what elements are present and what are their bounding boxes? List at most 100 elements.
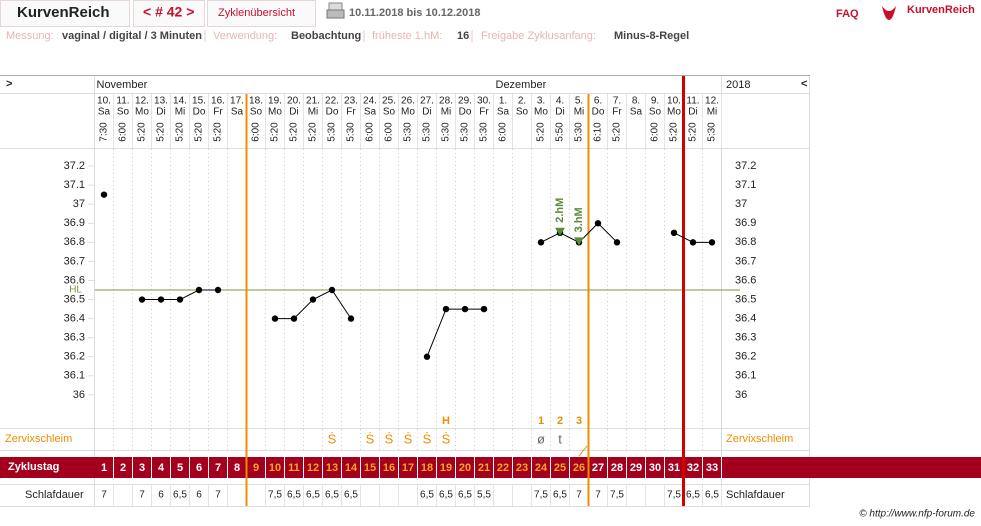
time-label: 5:30: [707, 122, 718, 142]
time-label: 5:20: [270, 122, 281, 142]
time-label: 5:30: [460, 122, 471, 142]
row-label: Zervixschleim: [726, 433, 793, 445]
weekday-label: Di: [156, 107, 165, 118]
faq-link[interactable]: FAQ: [836, 8, 859, 20]
cycle-day: 27: [592, 462, 604, 474]
temperature-point: [480, 305, 488, 313]
y-tick-label: 36.3: [64, 332, 85, 344]
cycle-day: 7: [215, 462, 221, 474]
time-label: 6:00: [384, 122, 395, 142]
cervix-symbol: Ṡ: [366, 431, 375, 446]
nav-right[interactable]: <: [801, 78, 807, 90]
sleep-value: 6,5: [439, 490, 453, 501]
time-label: 6:00: [650, 122, 661, 142]
cycle-day: 32: [687, 462, 699, 474]
time-label: 5:30: [422, 122, 433, 142]
cycle-day: 24: [535, 462, 548, 474]
weekday-label: Mo: [268, 107, 282, 118]
app-title: KurvenReich: [17, 4, 110, 21]
day-label: 8.: [632, 96, 640, 107]
y-tick-label: 36.5: [735, 293, 756, 305]
overview-box[interactable]: [207, 0, 316, 27]
cycle-day: 11: [288, 462, 300, 474]
sleep-value: 7,5: [268, 490, 282, 501]
cycle-day: 2: [120, 462, 126, 474]
sleep-value: 6,5: [705, 490, 719, 501]
y-tick-label: 36.6: [64, 274, 85, 286]
cycle-day: 19: [440, 462, 452, 474]
y-tick-label: 37.2: [735, 160, 756, 172]
weekday-label: Mi: [707, 107, 718, 118]
day-label: 30.: [477, 96, 491, 107]
date-range: 10.11.2018 bis 10.12.2018: [349, 7, 481, 19]
day-label: 11.: [686, 96, 699, 107]
day-label: 4.: [556, 96, 564, 107]
nav-box[interactable]: [133, 0, 205, 27]
info-value: 16: [457, 30, 469, 42]
sleep-value: 7,5: [610, 490, 624, 501]
nav-left[interactable]: >: [6, 78, 12, 90]
sleep-value: 6,5: [325, 490, 339, 501]
info-label: früheste 1.hM:: [372, 30, 442, 42]
y-tick-label: 37.1: [64, 179, 85, 191]
temperature-point: [537, 239, 545, 246]
cycle-day: 1: [101, 462, 107, 474]
temperature-point: [461, 305, 469, 313]
hm-marker: [574, 237, 584, 246]
weekday-label: Mi: [308, 107, 319, 118]
time-label: 5:50: [555, 122, 566, 142]
cervix-top: 3: [576, 415, 582, 427]
day-label: 3.: [537, 96, 545, 107]
month-label: November: [97, 79, 148, 91]
y-tick-label: 37: [73, 198, 85, 210]
weekday-label: Do: [326, 107, 339, 118]
day-label: 9.: [651, 96, 659, 107]
time-label: 5:30: [327, 122, 338, 142]
weekday-label: So: [117, 107, 130, 118]
sleep-value: 7: [595, 490, 601, 501]
y-tick-label: 37.1: [735, 179, 756, 191]
cycle-day: 30: [649, 462, 661, 474]
title-box: [0, 0, 130, 27]
cycle-day: 18: [421, 462, 433, 474]
printer-icon[interactable]: [326, 2, 345, 19]
temperature-point: [613, 239, 621, 246]
time-label: 5:20: [688, 122, 699, 142]
cycle-day: 12: [307, 462, 319, 474]
day-label: 17.: [230, 96, 244, 107]
time-label: 5:30: [574, 122, 585, 142]
weekday-label: Mo: [135, 107, 149, 118]
logo-text[interactable]: KurvenReich: [907, 4, 975, 16]
cervix-top: 2: [557, 415, 563, 427]
cervix-symbol: t: [558, 431, 562, 446]
time-label: 5:20: [669, 122, 680, 142]
y-tick-label: 36.3: [735, 332, 756, 344]
y-tick-label: 36.1: [64, 370, 85, 382]
cycle-day: 28: [611, 462, 623, 474]
sleep-value: 7,5: [667, 490, 681, 501]
y-tick-label: 37.2: [64, 160, 85, 172]
info-value: Beobachtung: [291, 30, 361, 42]
temperature-point: [157, 296, 165, 303]
weekday-label: Di: [555, 107, 564, 118]
weekday-label: Sa: [630, 107, 643, 118]
time-label: 5:20: [156, 122, 167, 142]
cervix-marker: [578, 445, 588, 457]
y-tick-label: 36.2: [735, 351, 756, 363]
cycle-nav[interactable]: < # 42 >: [143, 4, 194, 20]
sleep-value: 7: [139, 490, 145, 501]
weekday-label: Fr: [479, 107, 489, 118]
y-tick-label: 37: [735, 198, 747, 210]
cycle-day: 16: [383, 462, 395, 474]
temperature-point: [670, 229, 678, 236]
hm-label: 2.hM: [554, 198, 566, 223]
day-label: 2.: [518, 96, 526, 107]
sleep-value: 7: [101, 490, 107, 501]
overview-link[interactable]: Zyklenübersicht: [218, 7, 295, 19]
cycle-day: 5: [177, 462, 183, 474]
y-tick-label: 36.7: [64, 255, 85, 267]
sleep-value: 6,5: [686, 490, 700, 501]
row-label: Schlafdauer: [25, 489, 84, 501]
weekday-label: Sa: [231, 107, 244, 118]
